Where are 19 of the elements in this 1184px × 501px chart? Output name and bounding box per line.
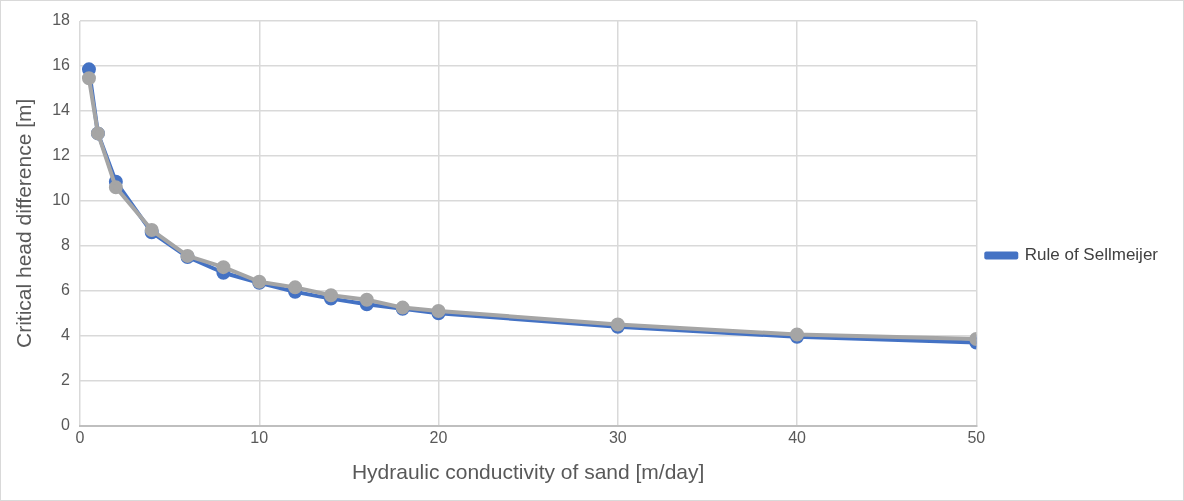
y-tick-label: 18 — [52, 11, 71, 29]
y-tick-label: 12 — [52, 146, 71, 164]
x-tick-label: 30 — [608, 428, 627, 446]
x-tick-label: 20 — [429, 428, 448, 446]
x-tick-label: 50 — [967, 428, 986, 446]
x-axis-title: Hydraulic conductivity of sand [m/day] — [351, 460, 705, 484]
y-tick-label: 0 — [61, 416, 71, 434]
y-tick-label: 4 — [61, 326, 71, 344]
x-tick-label: 10 — [250, 428, 269, 446]
y-tick-label: 14 — [52, 101, 71, 119]
legend-label: Rule of Sellmeijer — [1024, 245, 1159, 265]
x-tick-label: 40 — [788, 428, 807, 446]
x-tick-label: 0 — [75, 428, 85, 446]
y-tick-label: 6 — [61, 281, 71, 299]
y-tick-label: 2 — [61, 371, 71, 389]
y-tick-label: 10 — [52, 191, 71, 209]
y-tick-label: 8 — [61, 236, 71, 254]
y-axis-title: Critical head difference [m] — [12, 98, 36, 348]
y-tick-label: 16 — [52, 56, 71, 74]
